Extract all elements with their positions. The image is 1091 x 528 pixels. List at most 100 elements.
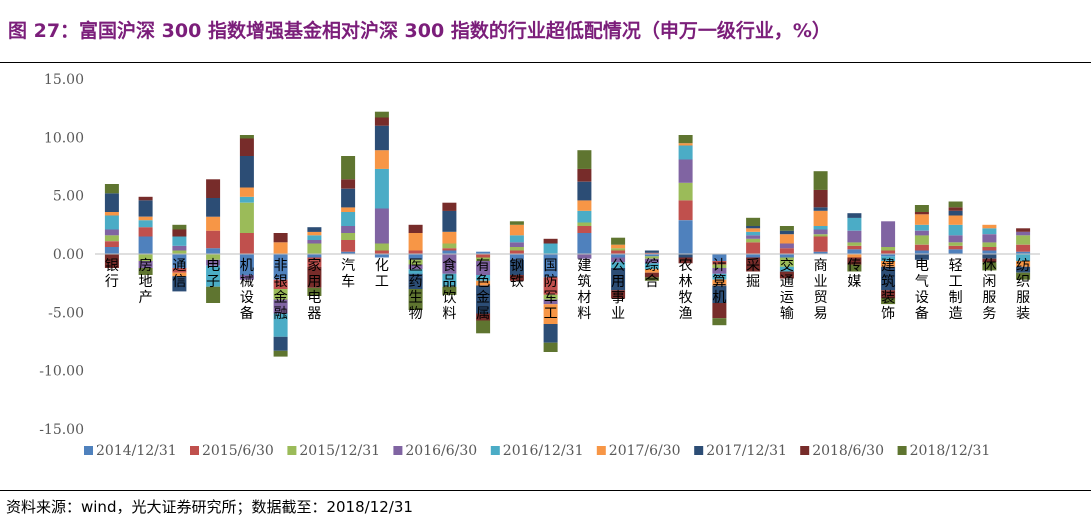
bar-segment [678,257,693,264]
bar-segment [307,231,322,236]
bar-segment [273,313,288,337]
category-label: 食品饮料 [442,257,456,322]
legend-swatch [897,446,907,455]
bar-segment [341,240,356,252]
bar-segment [779,248,794,254]
bar-segment [813,207,828,211]
bar-segment [341,156,356,180]
legend-label: 2015/6/30 [202,443,274,459]
bar-segment [948,224,963,236]
legend-swatch [490,446,500,455]
bar-segment [543,324,558,343]
bar-segment [307,235,322,240]
bar-segment [881,247,896,251]
bar-segment [543,294,558,300]
category-label: 化工 [375,258,389,290]
legend-label: 2017/6/30 [609,443,681,459]
bar-segment [138,220,153,228]
bar-segment [712,303,727,319]
category-label: 有色金属 [476,258,490,322]
bar-segment [746,242,761,254]
legend-swatch [287,446,297,455]
bar-segment [746,226,761,229]
category-label: 建筑装饰 [881,258,895,322]
category-label: 建筑材料 [577,258,591,322]
bar-segment [442,231,457,244]
bar-segment [678,200,693,221]
bar-segment [341,207,356,212]
bar-segment [779,230,794,235]
bar-segment [948,245,963,250]
bar-segment [847,245,862,250]
bar-segment [374,150,389,169]
category-label: 房地产 [139,258,153,306]
category-label: 传媒 [847,258,861,290]
bar-segment [239,196,254,203]
bar-segment [104,235,119,242]
bar-segment [442,286,457,295]
bar-segment [847,254,862,258]
bar-segment [341,251,356,254]
bar-segment [239,156,254,188]
category-label: 交通运输 [780,257,794,322]
legend-swatch [596,446,606,455]
bar-segment [341,212,356,226]
category-label: 纺织服装 [1016,258,1030,322]
bar-segment [476,251,491,254]
bar-segment [239,254,254,275]
bar-segment [577,150,592,169]
bar-segment [982,234,997,243]
bar-segment [172,224,187,230]
bar-segment [543,238,558,244]
bar-segment [206,230,221,249]
bar-segment [948,215,963,225]
bar-segment [712,279,727,286]
bar-segment [746,238,761,243]
y-tick-label: -5.00 [48,305,84,321]
bar-segment [644,263,659,270]
bar-segment [374,208,389,244]
bar-segment [813,171,828,190]
bar-segment [509,221,524,225]
bar-segment [779,266,794,272]
bar-segment [779,257,794,267]
bar-segment [543,304,558,324]
bar-segment [374,125,389,151]
bar-segment [442,243,457,249]
bar-segment [104,184,119,194]
bar-segment [206,259,221,266]
bar-segment [982,247,997,251]
bar-segment [678,159,693,183]
bar-segment [172,236,187,246]
category-label: 公用事业 [611,258,625,322]
bar-segment [982,242,997,247]
bar-segment [982,228,997,235]
bar-segment [577,181,592,201]
bar-segment [678,135,693,144]
bar-segment [509,275,524,281]
bar-segment [881,298,896,305]
bar-segment [779,254,794,258]
bar-segment [746,257,761,272]
bar-segment [611,254,626,258]
bar-segment [273,279,288,289]
legend-label: 2016/6/30 [405,443,477,459]
bar-segment [712,273,727,280]
bar-segment [577,233,592,254]
bar-segment [273,299,288,314]
bar-segment [374,254,389,258]
bar-segment [611,290,626,299]
category-label: 汽车 [341,258,355,290]
bar-segment [239,135,254,139]
legend-swatch [84,446,93,455]
bar-segment [914,205,929,212]
bar-segment [374,168,389,209]
bar-segment [476,275,491,281]
bar-segment [239,275,254,280]
bar-segment [172,250,187,254]
bar-segment [509,254,524,260]
bar-segment [982,258,997,263]
bar-segment [746,235,761,239]
bar-segment [206,179,221,198]
bar-segment [881,221,896,247]
